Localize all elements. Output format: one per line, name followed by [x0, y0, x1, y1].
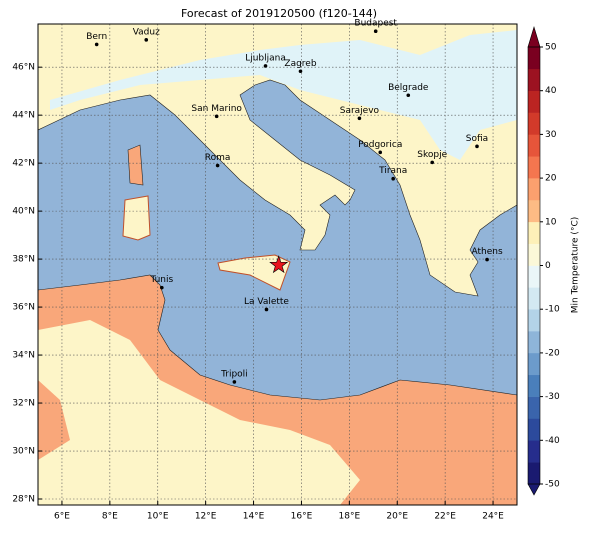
city-label: Sarajevo — [340, 106, 380, 116]
colorbar-extend-bottom — [527, 483, 541, 496]
city-marker — [430, 160, 435, 165]
colorbar-segment — [528, 134, 540, 157]
x-tick-label: 12°E — [195, 512, 217, 522]
city-marker — [263, 64, 268, 68]
city-marker — [378, 150, 383, 155]
x-tick-label: 18°E — [339, 512, 361, 522]
forecast-star — [269, 255, 289, 274]
colorbar-segment — [528, 265, 540, 288]
colorbar-segment — [528, 47, 540, 70]
chart-title: Forecast of 2019120500 (f120-144) — [181, 7, 377, 20]
city-marker — [94, 42, 99, 47]
colorbar-segment — [528, 199, 540, 223]
colorbar-label: Min Temperature (°C) — [571, 217, 581, 314]
corsica — [127, 144, 144, 186]
colorbar-tick-label: 40 — [545, 86, 557, 96]
africa-mild-zone — [38, 320, 360, 505]
colorbar-segment — [528, 112, 540, 135]
colorbar-segment — [528, 90, 540, 113]
light-blue-zone — [50, 30, 517, 160]
city-label: San Marino — [191, 104, 242, 114]
grid — [38, 24, 517, 505]
x-tick-label: 10°E — [147, 512, 169, 522]
y-tick-label: 46°N — [12, 63, 35, 73]
y-tick-label: 36°N — [12, 303, 35, 313]
y-tick-label: 28°N — [12, 495, 35, 505]
city-marker — [357, 116, 362, 121]
colorbar-segment — [528, 462, 540, 485]
colorbar-tick-label: 30 — [545, 130, 557, 140]
colorbar-tick-label: -40 — [545, 436, 560, 446]
colorbar-segment — [528, 440, 540, 463]
city-label: Zagreb — [284, 59, 316, 69]
city-marker — [406, 93, 411, 98]
city-marker — [391, 176, 395, 181]
sardinia — [122, 195, 151, 241]
city-marker — [475, 144, 479, 149]
city-marker — [144, 38, 149, 42]
city-label: Athens — [471, 247, 502, 257]
colorbar-segment — [528, 178, 540, 201]
y-tick-label: 34°N — [12, 351, 35, 361]
city-marker — [215, 163, 220, 168]
x-tick-label: 6°E — [54, 512, 70, 522]
city-label: Skopje — [417, 150, 447, 160]
colorbar-segment — [528, 68, 540, 91]
map-frame — [37, 23, 518, 506]
colorbar-segment — [528, 221, 540, 244]
y-tick-label: 32°N — [12, 399, 35, 409]
city-label: Sofia — [466, 134, 488, 144]
city-label: Bern — [86, 32, 107, 42]
city-marker — [373, 29, 378, 33]
city-label: Roma — [205, 153, 231, 163]
city-marker — [264, 307, 269, 312]
city-label: Ljubljana — [245, 53, 286, 63]
y-tick-label: 42°N — [12, 159, 35, 169]
x-tick-label: 8°E — [102, 512, 118, 522]
colorbar-tick-label: -10 — [545, 305, 560, 315]
city-label: Budapest — [354, 19, 397, 29]
colorbar-segment — [528, 243, 540, 266]
city-label: La Valette — [244, 297, 289, 307]
y-tick-label: 38°N — [12, 255, 35, 265]
colorbar-tick-label: 10 — [545, 217, 557, 227]
x-tick-label: 14°E — [243, 512, 265, 522]
city-marker — [485, 257, 489, 262]
city-label: Podgorica — [358, 140, 402, 150]
x-tick-label: 20°E — [386, 512, 408, 522]
colorbar-segment — [528, 418, 540, 441]
colorbar-segment — [528, 309, 540, 332]
y-tick-label: 30°N — [12, 447, 35, 457]
colorbar-segment — [528, 396, 540, 419]
y-tick-label: 44°N — [12, 111, 35, 121]
colorbar-segment — [528, 352, 540, 376]
city-marker — [214, 114, 219, 119]
colorbar-extend-top — [527, 25, 541, 48]
x-tick-label: 22°E — [434, 512, 456, 522]
city-marker — [160, 285, 164, 290]
city-label: Belgrade — [388, 83, 429, 93]
x-tick-label: 24°E — [482, 512, 504, 522]
x-tick-label: 16°E — [291, 512, 313, 522]
colorbar-tick-label: -20 — [545, 348, 560, 358]
colorbar-tick-label: -30 — [545, 392, 560, 402]
colorbar-segment — [528, 374, 540, 397]
city-label: Tirana — [378, 166, 407, 176]
colorbar-segment — [528, 287, 540, 310]
colorbar-segment — [528, 156, 540, 179]
city-marker — [298, 69, 303, 74]
city-label: Tunis — [149, 275, 173, 285]
colorbar-tick-label: 0 — [545, 261, 551, 271]
city-marker — [232, 380, 237, 384]
colorbar-tick-label: -50 — [545, 480, 560, 490]
colorbar-tick-label: 50 — [545, 43, 557, 53]
colorbar-segment — [528, 331, 540, 354]
colorbar-tick-label: 20 — [545, 174, 557, 184]
y-tick-label: 40°N — [12, 207, 35, 217]
city-label: Vaduz — [133, 27, 160, 37]
city-label: Tripoli — [220, 369, 248, 379]
